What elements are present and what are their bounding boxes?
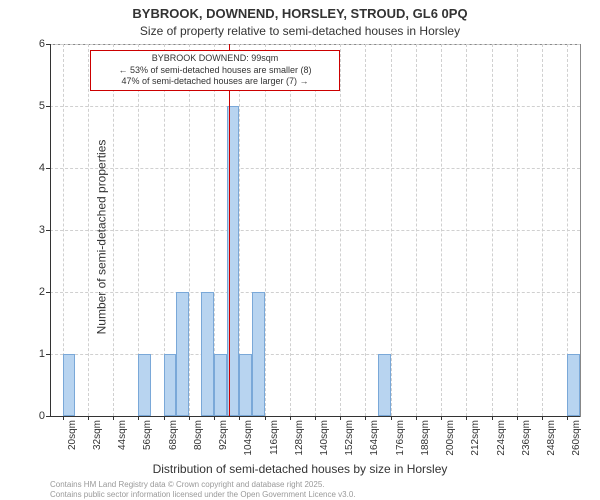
x-tick-label: 152sqm [344, 420, 355, 456]
x-tick-mark [567, 416, 568, 420]
x-tick-label: 164sqm [369, 420, 380, 456]
gridline-v [416, 44, 417, 416]
x-tick-mark [441, 416, 442, 420]
x-tick-label: 44sqm [117, 420, 128, 450]
y-tick-mark [46, 230, 50, 231]
x-tick-label: 176sqm [395, 420, 406, 456]
annotation-line2: ← 53% of semi-detached houses are smalle… [95, 65, 335, 77]
gridline-v [492, 44, 493, 416]
histogram-bar [378, 354, 391, 416]
x-tick-label: 224sqm [496, 420, 507, 456]
x-tick-label: 260sqm [571, 420, 582, 456]
x-tick-mark [492, 416, 493, 420]
histogram-bar [239, 354, 252, 416]
x-tick-mark [265, 416, 266, 420]
y-tick-label: 4 [5, 162, 45, 174]
y-tick-label: 3 [5, 224, 45, 236]
y-tick-mark [46, 354, 50, 355]
gridline-v [365, 44, 366, 416]
y-axis-title: Number of semi-detached properties [94, 140, 108, 335]
y-tick-mark [46, 168, 50, 169]
annotation-line3: 47% of semi-detached houses are larger (… [95, 76, 335, 88]
gridline-v [517, 44, 518, 416]
gridline-v [441, 44, 442, 416]
x-axis-title: Distribution of semi-detached houses by … [0, 462, 600, 476]
y-axis [50, 44, 51, 416]
histogram-bar [214, 354, 227, 416]
y-tick-label: 0 [5, 410, 45, 422]
x-tick-mark [466, 416, 467, 420]
gridline-v [466, 44, 467, 416]
x-tick-mark [517, 416, 518, 420]
x-tick-label: 128sqm [294, 420, 305, 456]
x-tick-mark [164, 416, 165, 420]
x-tick-label: 104sqm [243, 420, 254, 456]
x-tick-label: 92sqm [218, 420, 229, 450]
chart-title-sub: Size of property relative to semi-detach… [0, 24, 600, 38]
chart-container: BYBROOK, DOWNEND, HORSLEY, STROUD, GL6 0… [0, 0, 600, 500]
histogram-bar [201, 292, 214, 416]
annotation-line1: BYBROOK DOWNEND: 99sqm [95, 53, 335, 65]
histogram-bar [252, 292, 265, 416]
x-tick-label: 56sqm [142, 420, 153, 450]
x-tick-label: 80sqm [193, 420, 204, 450]
histogram-bar [164, 354, 177, 416]
x-tick-label: 200sqm [445, 420, 456, 456]
gridline-v [290, 44, 291, 416]
gridline-v [391, 44, 392, 416]
histogram-bar [63, 354, 76, 416]
x-tick-mark [315, 416, 316, 420]
y-tick-mark [46, 292, 50, 293]
gridline-v [340, 44, 341, 416]
footer: Contains HM Land Registry data © Crown c… [50, 480, 356, 499]
gridline-v [315, 44, 316, 416]
gridline-v [88, 44, 89, 416]
y-tick-mark [46, 416, 50, 417]
histogram-bar [176, 292, 189, 416]
histogram-bar [138, 354, 151, 416]
gridline-v [265, 44, 266, 416]
y-tick-label: 6 [5, 38, 45, 50]
x-tick-mark [138, 416, 139, 420]
y-tick-label: 5 [5, 100, 45, 112]
x-tick-label: 248sqm [546, 420, 557, 456]
x-tick-label: 68sqm [168, 420, 179, 450]
gridline-v [189, 44, 190, 416]
y-tick-label: 2 [5, 286, 45, 298]
x-tick-mark [189, 416, 190, 420]
x-tick-label: 20sqm [67, 420, 78, 450]
x-tick-mark [113, 416, 114, 420]
chart-title-main: BYBROOK, DOWNEND, HORSLEY, STROUD, GL6 0… [0, 6, 600, 21]
x-tick-label: 236sqm [521, 420, 532, 456]
histogram-bar [567, 354, 580, 416]
x-tick-mark [239, 416, 240, 420]
gridline-v [542, 44, 543, 416]
gridline-v [113, 44, 114, 416]
x-tick-mark [365, 416, 366, 420]
x-tick-label: 212sqm [470, 420, 481, 456]
x-tick-mark [340, 416, 341, 420]
x-tick-label: 32sqm [92, 420, 103, 450]
x-tick-label: 188sqm [420, 420, 431, 456]
x-tick-mark [290, 416, 291, 420]
x-tick-mark [391, 416, 392, 420]
x-tick-mark [542, 416, 543, 420]
marker-line [229, 44, 230, 416]
x-tick-mark [416, 416, 417, 420]
x-tick-mark [214, 416, 215, 420]
x-tick-label: 140sqm [319, 420, 330, 456]
y-tick-mark [46, 44, 50, 45]
y-tick-label: 1 [5, 348, 45, 360]
footer-line2: Contains public sector information licen… [50, 490, 356, 500]
footer-line1: Contains HM Land Registry data © Crown c… [50, 480, 356, 490]
y-tick-mark [46, 106, 50, 107]
x-tick-mark [63, 416, 64, 420]
x-tick-label: 116sqm [269, 420, 280, 455]
x-tick-mark [88, 416, 89, 420]
annotation-box: BYBROOK DOWNEND: 99sqm ← 53% of semi-det… [90, 50, 340, 91]
